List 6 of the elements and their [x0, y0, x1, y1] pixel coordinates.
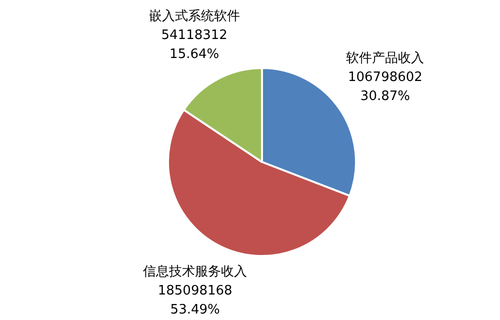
- slice-label: 信息技术服务收入: [143, 264, 248, 280]
- data-label: 185098168 53.49%: [158, 283, 232, 318]
- data-label: 54118312 15.64%: [161, 28, 228, 62]
- slice-label: 软件产品收入: [346, 50, 424, 66]
- slice-label: 嵌入式系统软件: [148, 8, 240, 24]
- data-label: 106798602 30.87%: [348, 70, 422, 104]
